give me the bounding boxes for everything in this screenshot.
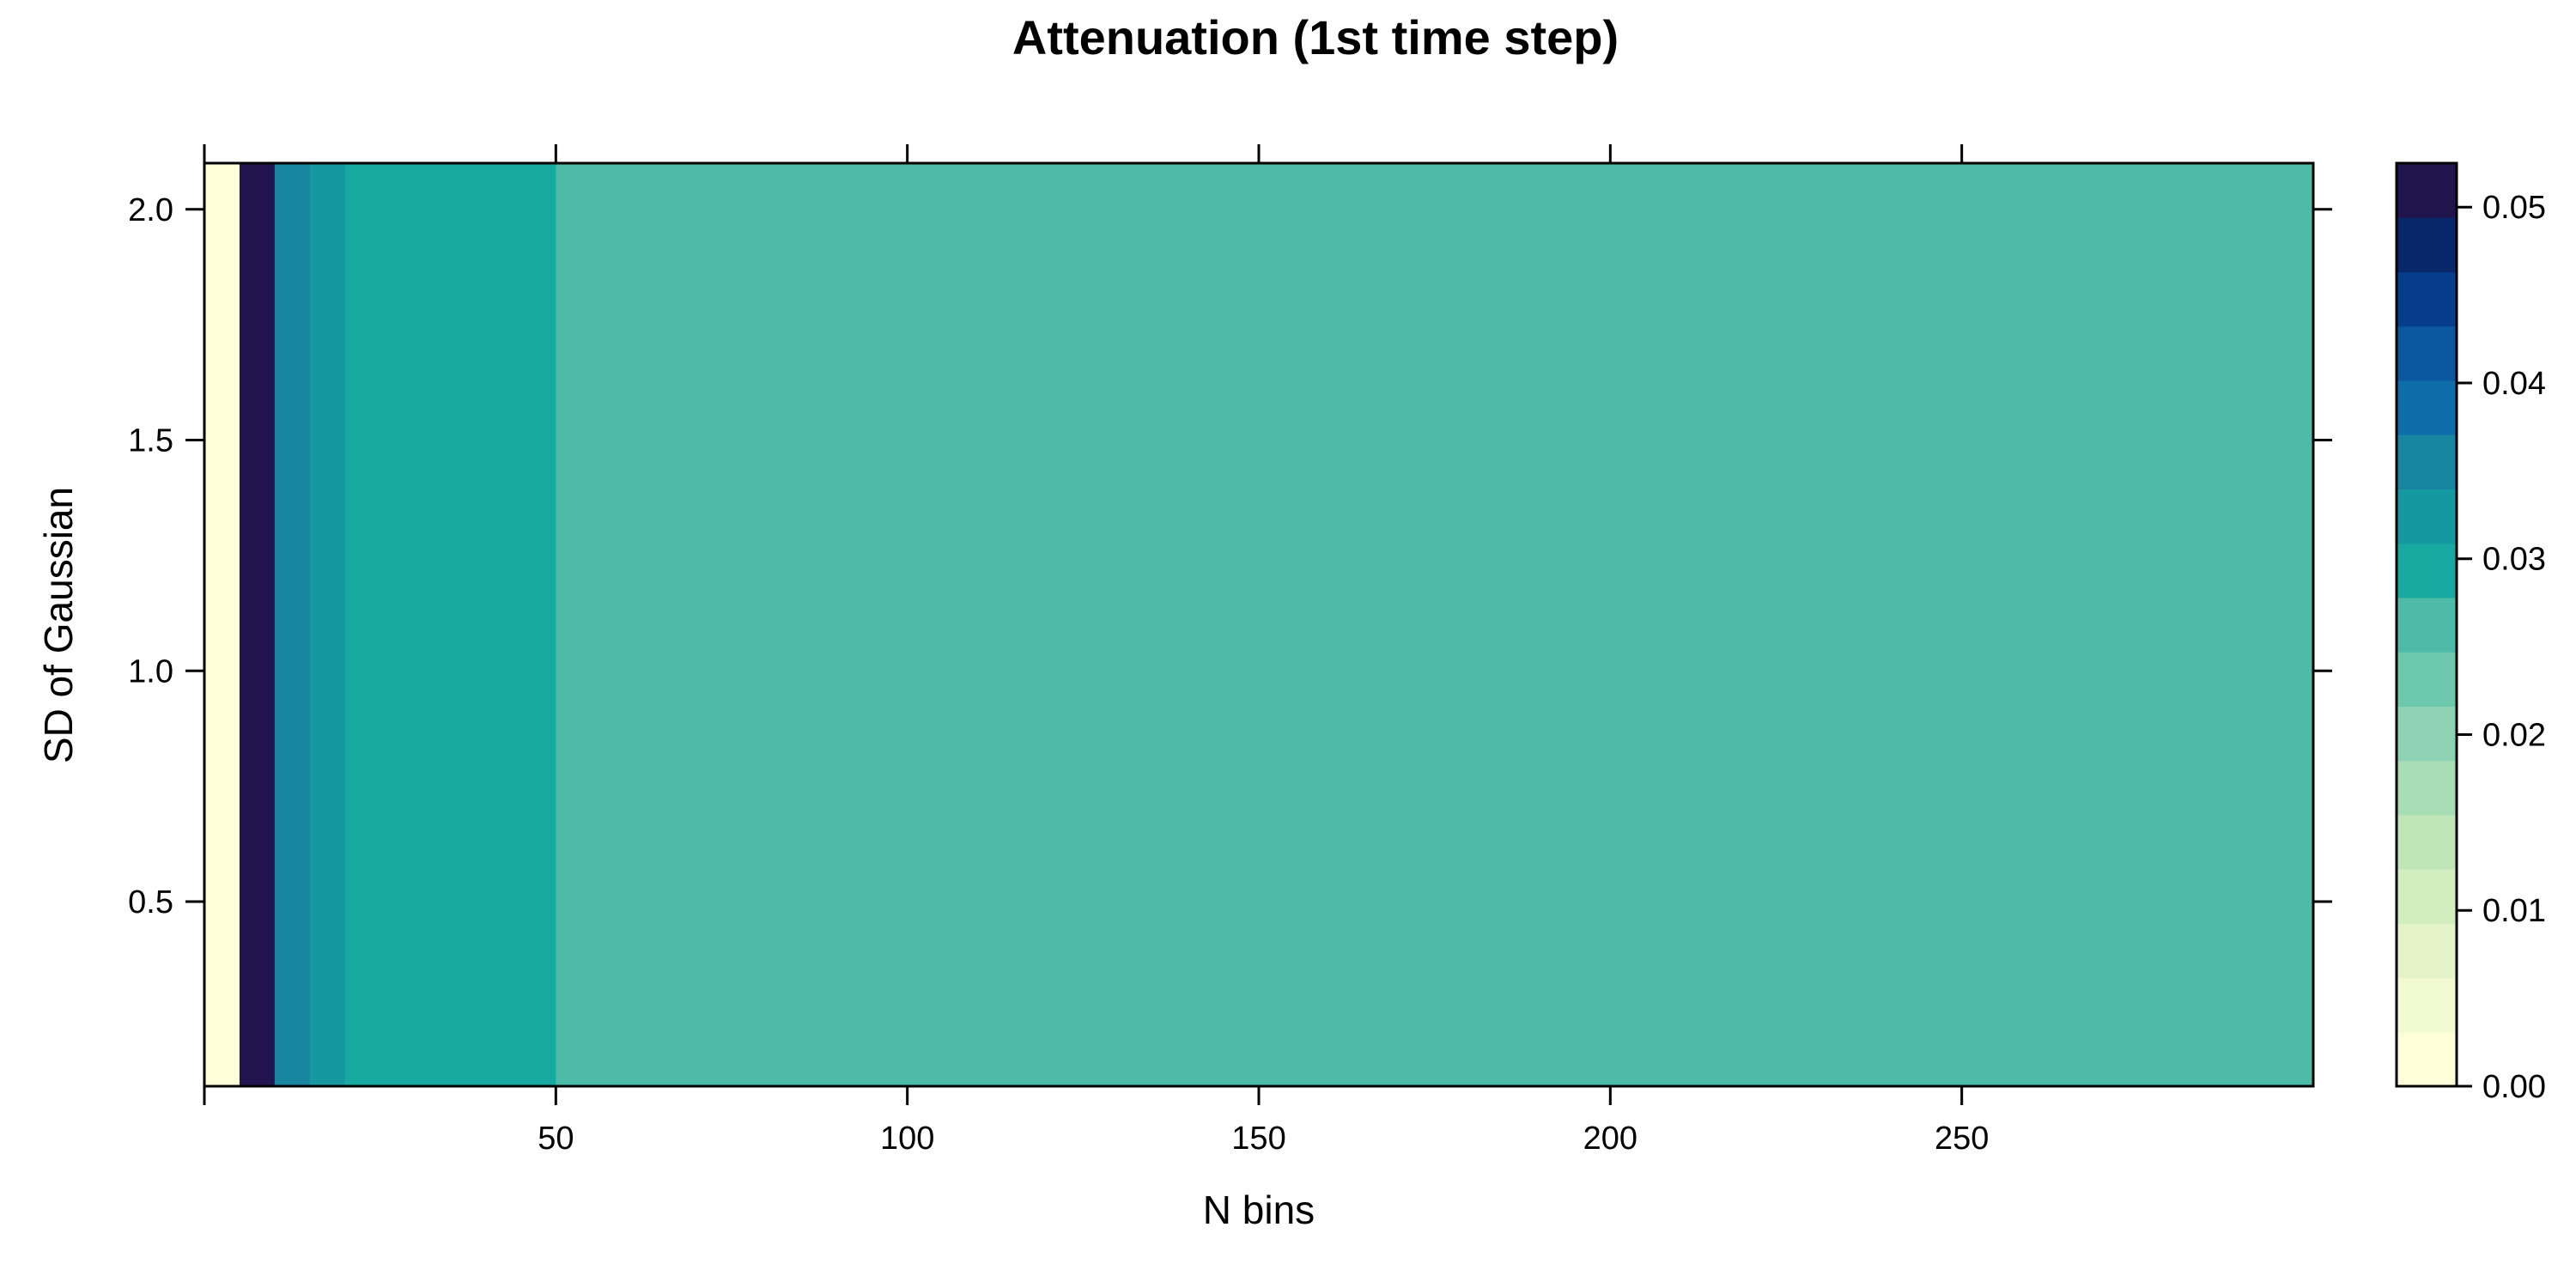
x-tick-label-4: 250 bbox=[1935, 1121, 1989, 1157]
colorbar-swatch-16 bbox=[2397, 163, 2457, 218]
colorbar-swatch-8 bbox=[2397, 597, 2457, 653]
x-tick-label-1: 100 bbox=[880, 1121, 934, 1157]
colorbar-tick-label-0: 0.00 bbox=[2482, 1069, 2546, 1105]
x-axis-label: N bins bbox=[1203, 1188, 1315, 1232]
colorbar-swatch-9 bbox=[2397, 543, 2457, 598]
heatmap-cells bbox=[204, 163, 2314, 1086]
colorbar-swatch-13 bbox=[2397, 325, 2457, 381]
x-tick-label-2: 150 bbox=[1231, 1121, 1285, 1157]
colorbar-swatch-1 bbox=[2397, 977, 2457, 1033]
colorbar-swatch-0 bbox=[2397, 1031, 2457, 1087]
colorbar-swatch-10 bbox=[2397, 489, 2457, 544]
colorbar-frame bbox=[2395, 161, 2458, 1088]
heatmap-cell-0 bbox=[204, 163, 240, 1086]
heatmap-cell-3 bbox=[309, 163, 346, 1086]
colorbar-swatch-6 bbox=[2397, 706, 2457, 762]
x-axis: 50 100 150 200 250 bbox=[203, 144, 1989, 1157]
y-axis: 0.5 1.0 1.5 2.0 bbox=[128, 192, 2332, 920]
heatmap-cell-1 bbox=[239, 163, 276, 1086]
y-tick-label-1: 1.0 bbox=[128, 653, 173, 690]
colorbar-swatch-3 bbox=[2397, 869, 2457, 924]
x-tick-label-3: 200 bbox=[1583, 1121, 1637, 1157]
colorbar-swatch-11 bbox=[2397, 434, 2457, 490]
colorbar-swatch-7 bbox=[2397, 652, 2457, 707]
colorbar-tick-label-5: 0.05 bbox=[2482, 190, 2546, 226]
heatmap-cell-2 bbox=[274, 163, 311, 1086]
y-tick-label-3: 2.0 bbox=[128, 192, 173, 228]
colorbar-swatch-15 bbox=[2397, 217, 2457, 273]
chart-title: Attenuation (1st time step) bbox=[1012, 10, 1619, 64]
colorbar-swatch-12 bbox=[2397, 380, 2457, 435]
colorbar-tick-label-1: 0.01 bbox=[2482, 893, 2546, 929]
colorbar: 0.00 0.01 0.02 0.03 0.04 0.05 bbox=[2395, 161, 2546, 1105]
colorbar-swatch-4 bbox=[2397, 814, 2457, 870]
colorbar-swatch-2 bbox=[2397, 923, 2457, 979]
y-tick-label-0: 0.5 bbox=[128, 884, 173, 920]
y-tick-label-2: 1.5 bbox=[128, 423, 173, 459]
heatmap-cell-5 bbox=[556, 163, 2314, 1086]
colorbar-tick-label-3: 0.03 bbox=[2482, 542, 2546, 578]
colorbar-tick-label-4: 0.04 bbox=[2482, 366, 2546, 402]
colorbar-tick-label-2: 0.02 bbox=[2482, 717, 2546, 753]
colorbar-swatch-5 bbox=[2397, 760, 2457, 816]
x-tick-label-0: 50 bbox=[538, 1121, 574, 1157]
colorbar-swatch-14 bbox=[2397, 271, 2457, 327]
heatmap-cell-4 bbox=[344, 163, 556, 1086]
y-axis-label: SD of Gaussian bbox=[36, 487, 81, 763]
